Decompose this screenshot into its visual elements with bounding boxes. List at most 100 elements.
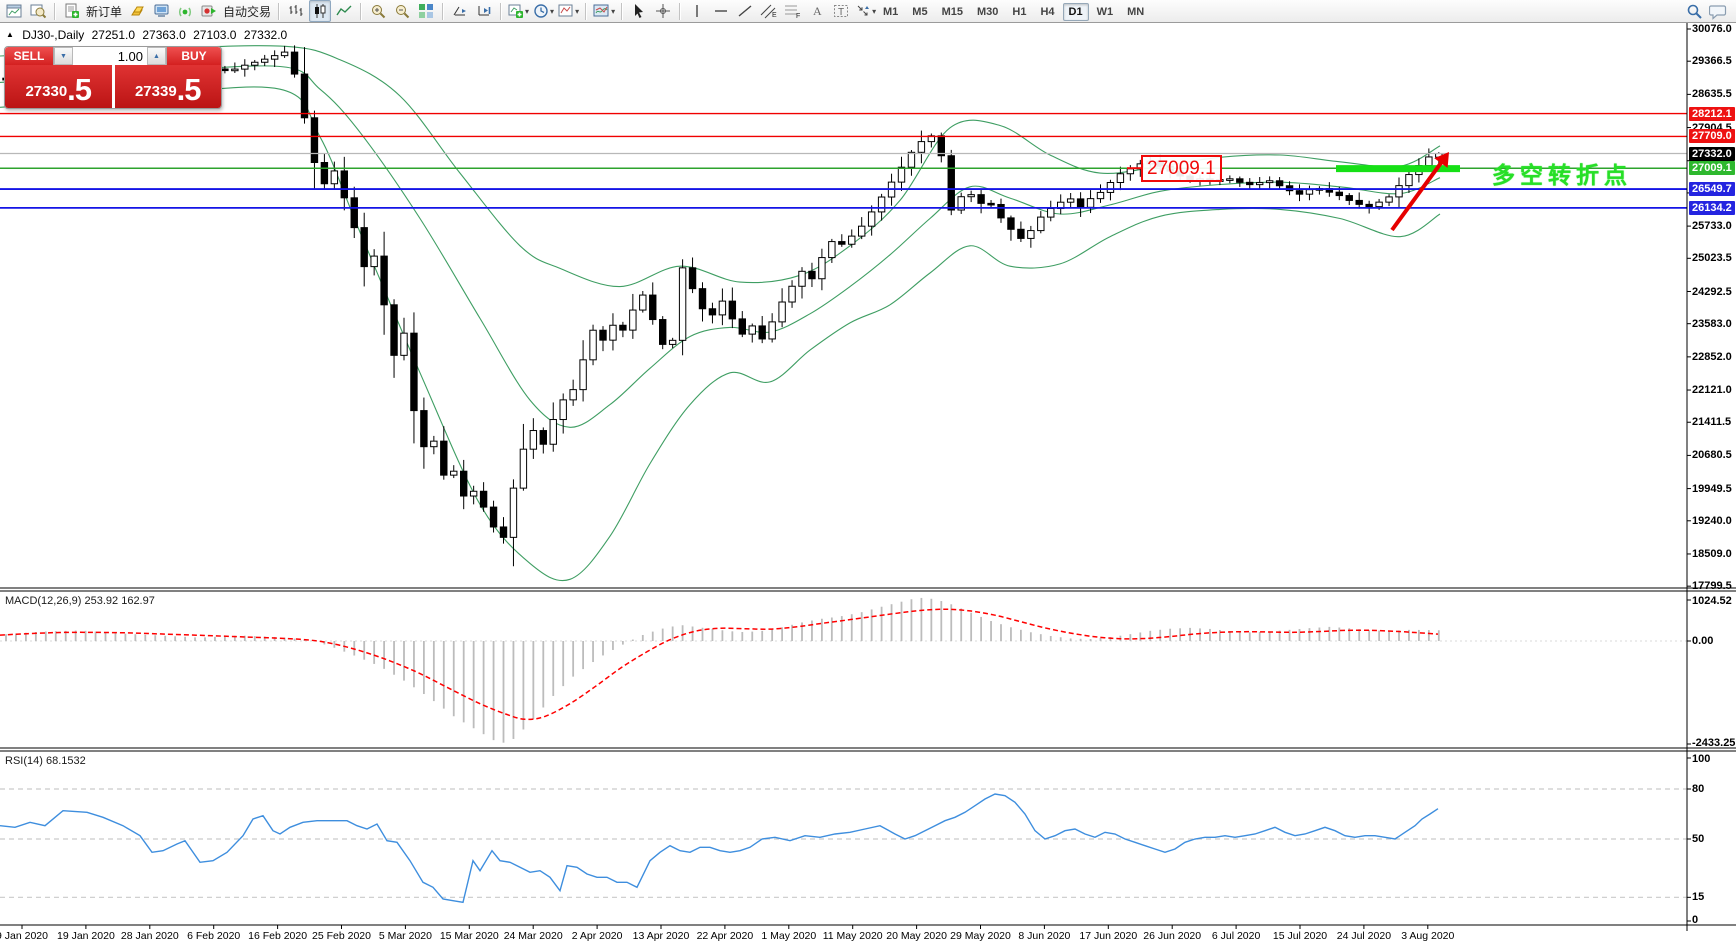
zoom-in-icon[interactable] <box>367 0 389 22</box>
buy-price-panel[interactable]: 27339 .5 <box>114 65 221 108</box>
volume-input[interactable]: 1.00 <box>117 48 143 64</box>
text-tool-icon[interactable]: A <box>806 0 828 22</box>
candle-body <box>659 319 667 345</box>
candle-body <box>489 506 498 528</box>
candle-body <box>420 410 428 448</box>
autotrading-label[interactable]: 自动交易 <box>223 4 272 19</box>
cursor-icon[interactable] <box>628 0 650 22</box>
chat-icon[interactable] <box>1707 1 1729 23</box>
collapse-triangle-icon[interactable]: ▲ <box>6 30 14 39</box>
candle-body <box>1047 208 1055 218</box>
candle-body <box>947 155 955 211</box>
line-chart-icon[interactable] <box>333 0 355 22</box>
candle-body <box>1246 181 1254 186</box>
candle-body <box>668 339 677 345</box>
candle-body <box>559 399 567 421</box>
date-label: 20 May 2020 <box>886 930 947 942</box>
timeframe-w1[interactable]: W1 <box>1096 5 1114 18</box>
chart-shift-icon[interactable] <box>449 0 471 22</box>
candle-body <box>1375 201 1383 208</box>
buy-price-fraction: .5 <box>176 72 202 107</box>
gold-icon[interactable] <box>126 0 148 22</box>
terminal-icon[interactable] <box>150 0 172 22</box>
rsi-axis-label: 80 <box>1692 783 1705 795</box>
svg-text:F: F <box>796 13 800 19</box>
price-tick-label: 20680.5 <box>1692 449 1732 462</box>
signal-icon[interactable] <box>174 0 196 22</box>
add-indicator-icon[interactable]: ▾ <box>507 0 530 22</box>
sell-price-panel[interactable]: 27330 .5 <box>5 65 112 108</box>
candle-body <box>221 68 229 72</box>
candle-body <box>549 419 557 445</box>
horizontal-line-tool-icon[interactable] <box>710 0 732 22</box>
profiles-icon[interactable]: ▾ <box>592 0 616 22</box>
new-order-label[interactable]: 新订单 <box>86 4 123 19</box>
sell-button[interactable]: SELL <box>5 47 53 65</box>
tile-windows-icon[interactable] <box>415 0 437 22</box>
search-icon[interactable] <box>1683 1 1705 23</box>
candle-body <box>1256 182 1264 186</box>
zoom-out-icon[interactable] <box>391 0 413 22</box>
candle-body <box>1275 180 1284 187</box>
candle-body <box>380 255 388 306</box>
vertical-line-tool-icon[interactable] <box>686 0 708 22</box>
timeframe-m15[interactable]: M15 <box>941 5 963 18</box>
buy-button[interactable]: BUY <box>167 47 221 65</box>
timeframe-m5[interactable]: M5 <box>912 5 928 18</box>
candle-body <box>917 141 926 153</box>
channel-tool-icon[interactable]: E <box>758 0 780 22</box>
timeframe-mn[interactable]: MN <box>1127 5 1145 18</box>
template-icon[interactable]: ▾ <box>557 0 580 22</box>
candle-chart-icon[interactable] <box>309 0 332 22</box>
ohlc-open: 27251.0 <box>91 28 136 42</box>
chart-autoscroll-icon[interactable] <box>473 0 495 22</box>
candle-body <box>460 470 468 497</box>
timeframe-m30[interactable]: M30 <box>976 5 999 18</box>
candle-body <box>519 448 528 489</box>
market-watch-icon[interactable] <box>27 0 49 22</box>
date-label: 6 Feb 2020 <box>187 930 241 942</box>
price-badge: 26549.7 <box>1689 182 1735 196</box>
volume-up-button[interactable]: ▲ <box>147 47 166 65</box>
arrows-tool-icon[interactable]: ▾ <box>854 0 877 22</box>
svg-text:T: T <box>838 7 844 18</box>
text-label-tool-icon[interactable]: T <box>830 0 852 22</box>
date-label: 3 Aug 2020 <box>1401 930 1455 942</box>
toolbar-right-group <box>1682 1 1730 22</box>
date-label: 1 May 2020 <box>761 930 817 942</box>
volume-down-button[interactable]: ▼ <box>54 47 73 65</box>
candle-body <box>529 430 538 450</box>
cn-annotation-text[interactable]: 多空转折点 <box>1492 162 1632 188</box>
timeframe-m1[interactable]: M1 <box>883 5 899 18</box>
candle-body <box>340 170 349 199</box>
candle-body <box>241 64 249 70</box>
candle-body <box>1096 191 1105 200</box>
candle-body <box>1295 190 1304 195</box>
timeframe-d1[interactable]: D1 <box>1062 2 1089 21</box>
bar-chart-icon[interactable] <box>285 0 307 22</box>
candle-body <box>1116 173 1125 183</box>
crosshair-icon[interactable] <box>652 0 674 22</box>
trend-arrow <box>1390 157 1446 232</box>
timeframe-h4[interactable]: H4 <box>1040 5 1055 18</box>
candle-body <box>251 61 259 66</box>
timeframe-h1[interactable]: H1 <box>1012 5 1027 18</box>
period-clock-icon[interactable]: ▾ <box>532 0 555 22</box>
trendline-tool-icon[interactable] <box>734 0 756 22</box>
chart-window-icon[interactable] <box>3 0 25 22</box>
fibonacci-tool-icon[interactable]: F <box>782 0 804 22</box>
date-label: 29 May 2020 <box>950 930 1011 942</box>
date-label: 17 Jun 2020 <box>1079 930 1138 942</box>
date-label: 15 Jul 2020 <box>1272 930 1328 942</box>
new-order-icon[interactable] <box>61 0 83 22</box>
candle-body <box>1017 228 1025 239</box>
price-annotation-box[interactable]: 27009.1 <box>1141 155 1222 182</box>
candle-body <box>231 68 239 72</box>
symbol-period-label: DJ30-,Daily <box>22 28 85 42</box>
candle-body <box>698 288 707 310</box>
candle-body <box>877 196 886 213</box>
candle-body <box>867 211 876 227</box>
autotrading-icon[interactable] <box>198 0 220 22</box>
candle-body <box>290 51 299 75</box>
